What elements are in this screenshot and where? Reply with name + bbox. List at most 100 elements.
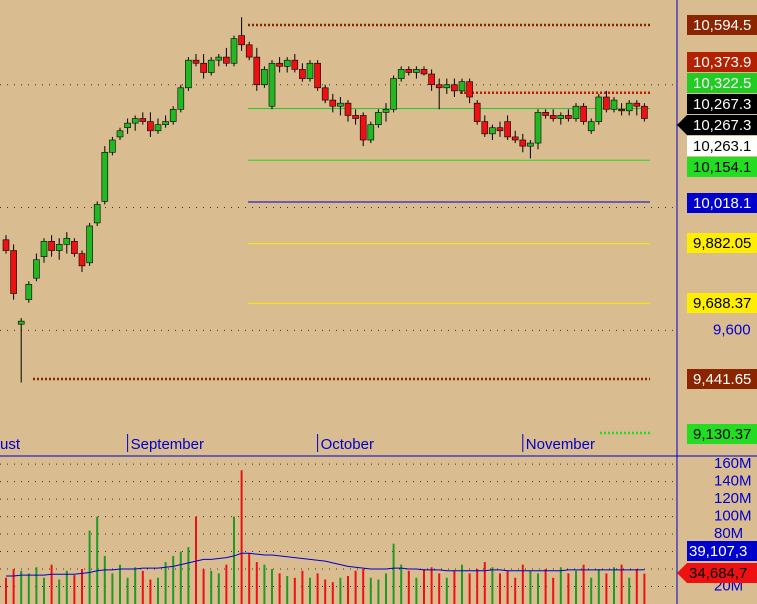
volume-label: 39,107,3 — [689, 543, 747, 560]
level-label: 9,882.05 — [693, 235, 751, 252]
level-label-box — [687, 115, 757, 135]
candle-body — [344, 102, 352, 116]
volume-label-box — [687, 541, 757, 561]
candle-body — [306, 62, 314, 79]
volume-pointer — [677, 563, 687, 583]
candle-body — [261, 69, 268, 86]
candle-body — [557, 115, 565, 119]
candle-body — [397, 69, 405, 79]
candle-body — [192, 59, 200, 64]
candle-body — [359, 115, 367, 141]
candle-body — [603, 96, 610, 110]
candle-body — [435, 84, 443, 89]
x-tick-label: September — [131, 436, 204, 453]
candle-body — [489, 127, 496, 135]
candle-body — [78, 253, 86, 267]
candle-body — [352, 115, 359, 119]
candle-body — [2, 239, 10, 251]
candle-body — [618, 108, 625, 112]
volume-tick-label: 80M — [714, 525, 743, 542]
level-label: 10,322.5 — [693, 75, 751, 92]
level-label: 9,130.37 — [693, 426, 751, 443]
candle-body — [375, 112, 382, 125]
candle-body — [86, 225, 93, 264]
candle-body — [116, 130, 124, 138]
candle-body — [109, 139, 116, 153]
price-pointer — [677, 115, 687, 135]
level-label-box — [687, 369, 757, 389]
x-tick-label: October — [321, 436, 374, 453]
candle-body — [238, 35, 245, 46]
candle-body — [451, 84, 458, 92]
candle-body — [63, 237, 71, 245]
candle-body — [230, 38, 238, 64]
candle-body — [587, 121, 595, 132]
candle-body — [641, 105, 648, 119]
x-tick-label: ust — [0, 436, 21, 453]
candle-body — [33, 259, 40, 279]
volume-tick-label: 100M — [714, 508, 752, 525]
level-label-box — [687, 94, 757, 114]
candle-body — [504, 121, 511, 138]
candle-body — [390, 78, 397, 110]
candle-body — [321, 87, 329, 101]
candle-body — [580, 105, 587, 122]
candle-body — [185, 59, 192, 89]
candle-body — [549, 115, 557, 119]
candle-body — [268, 62, 276, 107]
level-label-box — [687, 193, 757, 213]
level-label-box — [687, 293, 757, 313]
candle-body — [48, 241, 55, 251]
candle-body — [466, 81, 473, 98]
candle-body — [413, 69, 420, 73]
candle-body — [101, 151, 109, 202]
candle-body — [367, 124, 375, 141]
candle-body — [337, 102, 344, 107]
candle-body — [291, 59, 299, 70]
candle-body — [177, 87, 185, 110]
level-label: 10,267.3 — [693, 96, 751, 113]
candle-body — [572, 105, 580, 119]
candle-body — [169, 108, 177, 122]
candle-body — [382, 108, 390, 113]
level-label-box — [687, 52, 757, 72]
volume-tick-label: 140M — [714, 473, 752, 490]
candle-body — [147, 121, 154, 132]
candle-body — [200, 62, 207, 73]
candle-body — [283, 59, 291, 67]
candle-body — [93, 204, 101, 224]
level-label: 10,018.1 — [693, 195, 751, 212]
level-label-box — [687, 157, 757, 177]
level-label: 10,154.1 — [693, 159, 751, 176]
level-label-box — [687, 15, 757, 35]
level-label-box — [687, 424, 757, 444]
candle-body — [55, 244, 63, 251]
x-tick-label: November — [526, 436, 595, 453]
candle-body — [481, 121, 489, 135]
level-label: 10,594.5 — [693, 17, 751, 34]
candle-body — [223, 56, 230, 64]
candle-body — [40, 241, 48, 257]
candle-body — [519, 139, 527, 147]
y-tick-label: 9,600 — [713, 321, 751, 338]
candle-body — [527, 142, 534, 147]
candle-body — [420, 69, 428, 75]
candle-body — [329, 99, 337, 107]
candle-body — [511, 136, 519, 141]
level-label: 10,263.1 — [693, 138, 751, 155]
candle-body — [428, 73, 435, 86]
volume-label-box — [687, 563, 757, 583]
candle-body — [496, 127, 504, 132]
candle-body — [595, 96, 603, 122]
candle-body — [71, 241, 78, 254]
level-label: 10,267.3 — [693, 117, 751, 134]
candle-body — [534, 112, 542, 144]
level-label: 9,688.37 — [693, 295, 751, 312]
candle-body — [565, 115, 572, 119]
level-label-box — [687, 233, 757, 253]
candle-body — [154, 124, 162, 132]
candle-body — [314, 62, 321, 89]
volume-average — [6, 552, 645, 577]
candle-body — [405, 69, 413, 73]
candle-body — [625, 102, 633, 112]
